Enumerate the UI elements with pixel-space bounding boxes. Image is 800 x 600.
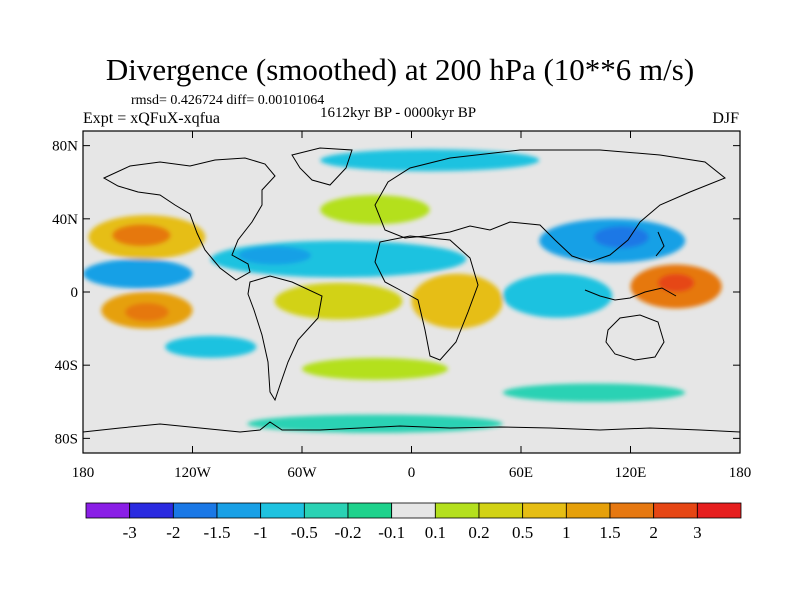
x-tick-label: 0 bbox=[408, 465, 416, 481]
coast-antarctica bbox=[83, 421, 740, 433]
field-africa-positive bbox=[411, 273, 503, 329]
colorbar-label: -0.2 bbox=[335, 523, 362, 542]
field-s-america-positive bbox=[274, 282, 403, 320]
x-tick-label: 60E bbox=[509, 465, 533, 481]
coast-north-america bbox=[102, 157, 276, 281]
field-n-pacific-negative bbox=[83, 259, 193, 289]
season-label: DJF bbox=[712, 110, 739, 127]
y-tick-label: 40S bbox=[55, 358, 78, 374]
field-indian-ocean-negative bbox=[502, 273, 613, 318]
coast-greenland bbox=[291, 147, 353, 186]
colorbar-swatch bbox=[85, 502, 131, 519]
x-tick-label: 60W bbox=[287, 465, 317, 481]
coastlines bbox=[83, 147, 740, 433]
colorbar-swatch bbox=[216, 502, 262, 519]
colorbar-swatch bbox=[565, 502, 611, 519]
y-tick-label: 80S bbox=[55, 431, 78, 447]
colorbar-label: -3 bbox=[123, 523, 137, 542]
colorbar-swatch bbox=[303, 502, 349, 519]
coast-africa bbox=[374, 235, 479, 361]
field-south-pacific-negative bbox=[165, 335, 257, 358]
y-tick-label: 0 bbox=[71, 285, 79, 301]
colorbar-swatch bbox=[129, 502, 174, 519]
field-southern-ocean-positive bbox=[302, 357, 448, 380]
y-tick-label: 40N bbox=[52, 212, 78, 228]
colorbar-swatch bbox=[522, 502, 567, 519]
colorbar-label: -0.5 bbox=[291, 523, 318, 542]
colorbar-label: 0.1 bbox=[425, 523, 446, 542]
colorbar-label: -2 bbox=[166, 523, 180, 542]
colorbar: -3 -2 -1.5 -1 -0.5 -0.2 -0.1 0.1 0.2 0.5 1 1.5 2 3 bbox=[85, 502, 742, 542]
divergence-field bbox=[83, 149, 722, 433]
colorbar-swatch bbox=[434, 502, 480, 519]
field-asia-negative-core bbox=[594, 226, 649, 249]
colorbar-label: -1 bbox=[254, 523, 268, 542]
field-antarctic-negative bbox=[247, 414, 503, 433]
x-tick-label: 180 bbox=[729, 465, 752, 481]
coast-eurasia bbox=[374, 149, 726, 263]
field-west-pacific-positive-core bbox=[657, 273, 695, 292]
stats-text: rmsd= 0.426724 diff= 0.00101064 bbox=[131, 93, 325, 108]
colorbar-swatch bbox=[696, 502, 742, 519]
colorbar-label: 2 bbox=[649, 523, 658, 542]
x-axis: 180 120W 60W 0 60E 120E 180 bbox=[72, 131, 752, 481]
x-tick-label: 120E bbox=[615, 465, 647, 481]
colorbar-swatch bbox=[172, 502, 218, 519]
coast-japan bbox=[655, 231, 665, 257]
field-southern-ocean-negative bbox=[502, 383, 686, 402]
colorbar-label: 1 bbox=[562, 523, 571, 542]
field-s-pacific-positive-core bbox=[124, 302, 169, 322]
x-tick-label: 120W bbox=[174, 465, 212, 481]
colorbar-label: 0.2 bbox=[468, 523, 489, 542]
colorbar-swatch bbox=[609, 502, 655, 519]
y-axis: 80N 40N 0 40S 80S bbox=[52, 139, 740, 447]
colorbar-label: -1.5 bbox=[204, 523, 231, 542]
colorbar-swatch bbox=[260, 502, 305, 519]
colorbar-label: 3 bbox=[693, 523, 702, 542]
colorbar-label: 1.5 bbox=[599, 523, 620, 542]
colorbar-label: 0.5 bbox=[512, 523, 533, 542]
period-label: 1612kyr BP - 0000kyr BP bbox=[320, 105, 477, 121]
field-north-atlantic-positive bbox=[320, 195, 430, 225]
field-tropical-atlantic-negative-core bbox=[238, 246, 312, 265]
coast-south-america bbox=[247, 275, 323, 402]
colorbar-swatch bbox=[653, 502, 698, 519]
field-arctic-negative bbox=[320, 149, 540, 172]
coast-indonesia bbox=[584, 287, 677, 301]
colorbar-swatch bbox=[391, 502, 436, 519]
colorbar-swatch bbox=[347, 502, 393, 519]
coast-australia bbox=[605, 314, 665, 361]
y-tick-label: 80N bbox=[52, 139, 78, 155]
x-tick-label: 180 bbox=[72, 465, 95, 481]
colorbar-swatch bbox=[478, 502, 524, 519]
colorbar-label: -0.1 bbox=[378, 523, 405, 542]
field-n-pacific-positive-core bbox=[112, 224, 171, 247]
experiment-label: Expt = xQFuX-xqfua bbox=[83, 110, 221, 127]
plot-title: Divergence (smoothed) at 200 hPa (10**6 … bbox=[105, 52, 695, 87]
